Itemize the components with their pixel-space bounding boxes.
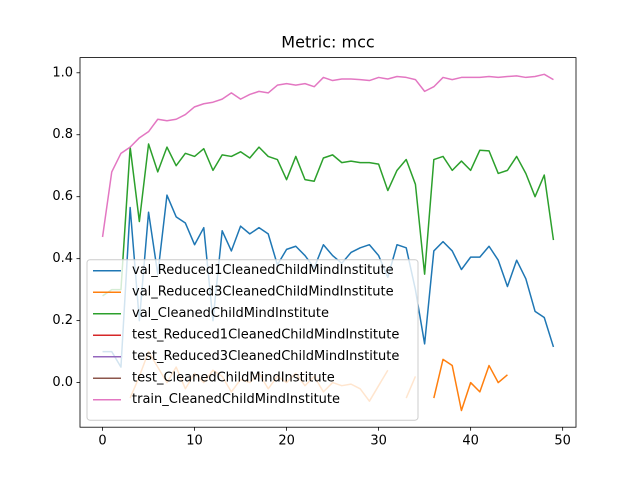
legend-label: test_Reduced1CleanedChildMindInstitute xyxy=(132,328,399,343)
y-tick-label: 0.2 xyxy=(52,313,73,328)
y-tick-label: 0.0 xyxy=(52,375,73,390)
axes-frame xyxy=(79,57,577,428)
legend-label: train_CleanedChildMindInstitute xyxy=(132,392,340,407)
legend-label: val_Reduced3CleanedChildMindInstitute xyxy=(132,285,394,300)
x-tick-label: 0 xyxy=(98,434,106,449)
series-line xyxy=(102,143,555,297)
legend-label: val_Reduced1CleanedChildMindInstitute xyxy=(132,263,394,278)
x-tick-label: 30 xyxy=(370,434,387,449)
y-tick-label: 0.8 xyxy=(52,127,73,142)
series-line xyxy=(102,194,555,368)
chart-title: Metric: mcc xyxy=(281,33,374,52)
series-line xyxy=(101,73,554,238)
y-tick-label: 1.0 xyxy=(52,65,73,80)
x-tick-label: 10 xyxy=(186,434,203,449)
y-tick-label: 0.4 xyxy=(52,251,73,266)
legend-label: test_CleanedChildMindInstitute xyxy=(132,371,335,386)
legend-box xyxy=(86,259,419,421)
legend-label: test_Reduced3CleanedChildMindInstitute xyxy=(132,349,399,364)
x-tick-label: 40 xyxy=(462,434,479,449)
y-tick-label: 0.6 xyxy=(52,189,73,204)
legend-label: val_CleanedChildMindInstitute xyxy=(132,306,329,321)
x-tick-label: 20 xyxy=(278,434,295,449)
x-tick-label: 50 xyxy=(554,434,571,449)
